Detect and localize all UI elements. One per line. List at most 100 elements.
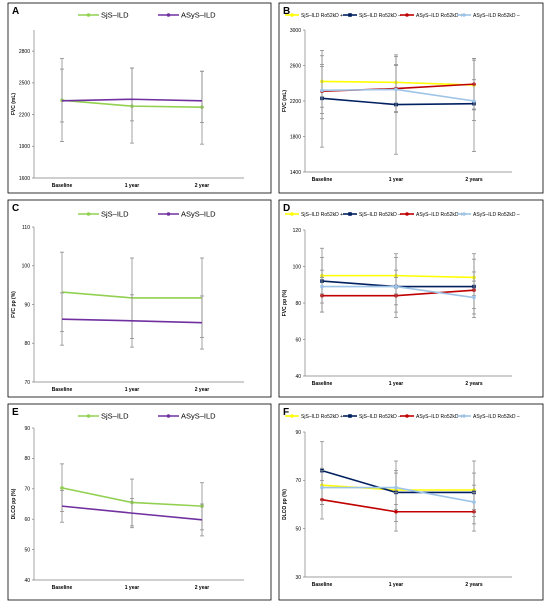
legend-label: SjS–ILD Ro52kD + xyxy=(301,13,343,19)
panel-c: C 70 80 90 100 110 FVC pp (%) Baseline 1 year 2 y… xyxy=(7,199,272,398)
panel-frame xyxy=(278,199,544,398)
panel-letter: D xyxy=(283,203,290,214)
y-tick-label: 30 xyxy=(295,575,301,581)
y-tick-label: 1400 xyxy=(290,170,301,176)
y-tick-label: 110 xyxy=(22,225,30,231)
legend-marker xyxy=(405,13,409,17)
legend-label: ASyS–ILD Ro52kD + xyxy=(416,13,463,19)
series-asys xyxy=(60,67,204,123)
legend-marker xyxy=(462,212,466,216)
legend-marker xyxy=(405,212,409,216)
y-tick-label: 70 xyxy=(24,487,30,493)
legend-marker xyxy=(348,212,352,216)
legend-marker xyxy=(290,212,294,216)
y-tick-label: 1900 xyxy=(19,144,30,150)
data-point xyxy=(394,284,398,289)
y-tick-label: 60 xyxy=(24,517,30,523)
legend-label: ASyS–ILD Ro52kD + xyxy=(416,414,463,420)
x-tick-label: 2 year xyxy=(195,387,210,393)
x-tick-label: 1 year xyxy=(125,183,140,189)
legend-label: SjS–ILD Ro52kD – xyxy=(359,212,401,218)
x-tick-label: Baseline xyxy=(312,582,333,588)
series-line xyxy=(61,98,203,102)
legend-label: SjS–ILD xyxy=(101,210,129,219)
legend-marker xyxy=(86,212,91,216)
panel-b: B 1400 1800 2200 2600 3000 FVC (mL) Baseline 1 y… xyxy=(278,2,544,194)
data-point xyxy=(472,295,476,300)
y-tick-label: 50 xyxy=(24,547,30,553)
y-tick-label: 2200 xyxy=(19,112,30,118)
legend-label: ASyS–ILD xyxy=(181,412,216,421)
series-asys xyxy=(60,489,204,537)
y-tick-label: 40 xyxy=(295,374,301,380)
data-point xyxy=(320,485,324,490)
legend-label: SjS–ILD xyxy=(101,11,129,20)
legend-marker xyxy=(405,414,409,418)
y-tick-label: 3000 xyxy=(290,28,301,34)
y-tick-label: 90 xyxy=(295,430,301,436)
y-tick-label: 2500 xyxy=(19,81,30,87)
x-tick-label: 1 year xyxy=(125,585,140,591)
panel-letter: C xyxy=(12,203,19,214)
series-asys-neg xyxy=(320,269,476,315)
panel-letter: E xyxy=(12,407,19,418)
y-axis-label: DLCO pp (%) xyxy=(11,488,17,519)
legend-label: ASyS–ILD Ro52kD – xyxy=(473,212,520,218)
x-tick-label: 2 year xyxy=(195,183,210,189)
data-point xyxy=(472,500,476,504)
panel-frame xyxy=(7,2,272,194)
legend-label: ASyS–ILD Ro52kD – xyxy=(473,414,520,420)
panel-letter: A xyxy=(12,6,19,17)
y-tick-label: 100 xyxy=(22,264,31,270)
series-asys-neg xyxy=(320,470,476,517)
x-tick-label: Baseline xyxy=(52,183,73,189)
data-point xyxy=(472,99,476,103)
y-axis-label: FVC (mL) xyxy=(282,90,288,113)
panel-frame xyxy=(7,403,272,601)
x-tick-label: 1 year xyxy=(389,381,404,387)
legend-label: SjS–ILD xyxy=(101,412,129,421)
panel-d: D 40 60 80 100 120 FVC pp (%) Baseline 1 year 2 y… xyxy=(278,199,544,398)
y-tick-label: 90 xyxy=(24,302,30,308)
y-axis-label: FVC pp (%) xyxy=(282,289,288,316)
legend-label: ASyS–ILD xyxy=(181,11,216,20)
series-line xyxy=(61,505,203,521)
legend-marker xyxy=(462,13,466,17)
y-tick-label: 2600 xyxy=(290,63,301,69)
x-tick-label: Baseline xyxy=(312,177,333,183)
panel-f: F 30 50 70 90 DLCO pp (%) Baseline 1 year 2 year… xyxy=(278,403,544,601)
panel-letter: F xyxy=(283,407,289,418)
y-tick-label: 2800 xyxy=(19,49,30,55)
x-tick-label: 2 year xyxy=(195,585,210,591)
legend-marker xyxy=(166,414,171,418)
data-point xyxy=(320,88,324,93)
y-axis-label: FVC pp (%) xyxy=(11,291,17,318)
x-tick-label: Baseline xyxy=(52,387,73,393)
x-tick-label: 1 year xyxy=(125,387,140,393)
y-axis-label: FVC (mL) xyxy=(11,93,17,116)
legend-marker xyxy=(86,13,91,17)
legend-marker xyxy=(290,13,294,17)
y-tick-label: 70 xyxy=(24,380,30,386)
y-tick-label: 60 xyxy=(295,337,301,343)
y-tick-label: 90 xyxy=(24,426,30,432)
data-point xyxy=(394,87,398,92)
x-tick-label: Baseline xyxy=(312,381,333,387)
data-point xyxy=(60,486,64,490)
legend-label: ASyS–ILD xyxy=(181,210,216,219)
y-tick-label: 50 xyxy=(295,526,301,532)
legend-marker xyxy=(290,414,294,418)
legend-marker xyxy=(348,13,352,17)
legend-marker xyxy=(166,13,171,17)
y-tick-label: 80 xyxy=(24,341,30,347)
legend-label: SjS–ILD Ro52kD – xyxy=(359,13,401,19)
legend-marker xyxy=(462,414,466,418)
y-axis-label: DLCO pp (%) xyxy=(282,489,288,520)
legend-label: SjS–ILD Ro52kD – xyxy=(359,414,401,420)
panel-frame xyxy=(278,403,544,601)
data-point xyxy=(320,284,324,289)
y-tick-label: 2200 xyxy=(290,99,301,105)
legend-label: SjS–ILD Ro52kD + xyxy=(301,414,343,420)
legend-marker xyxy=(348,414,352,418)
